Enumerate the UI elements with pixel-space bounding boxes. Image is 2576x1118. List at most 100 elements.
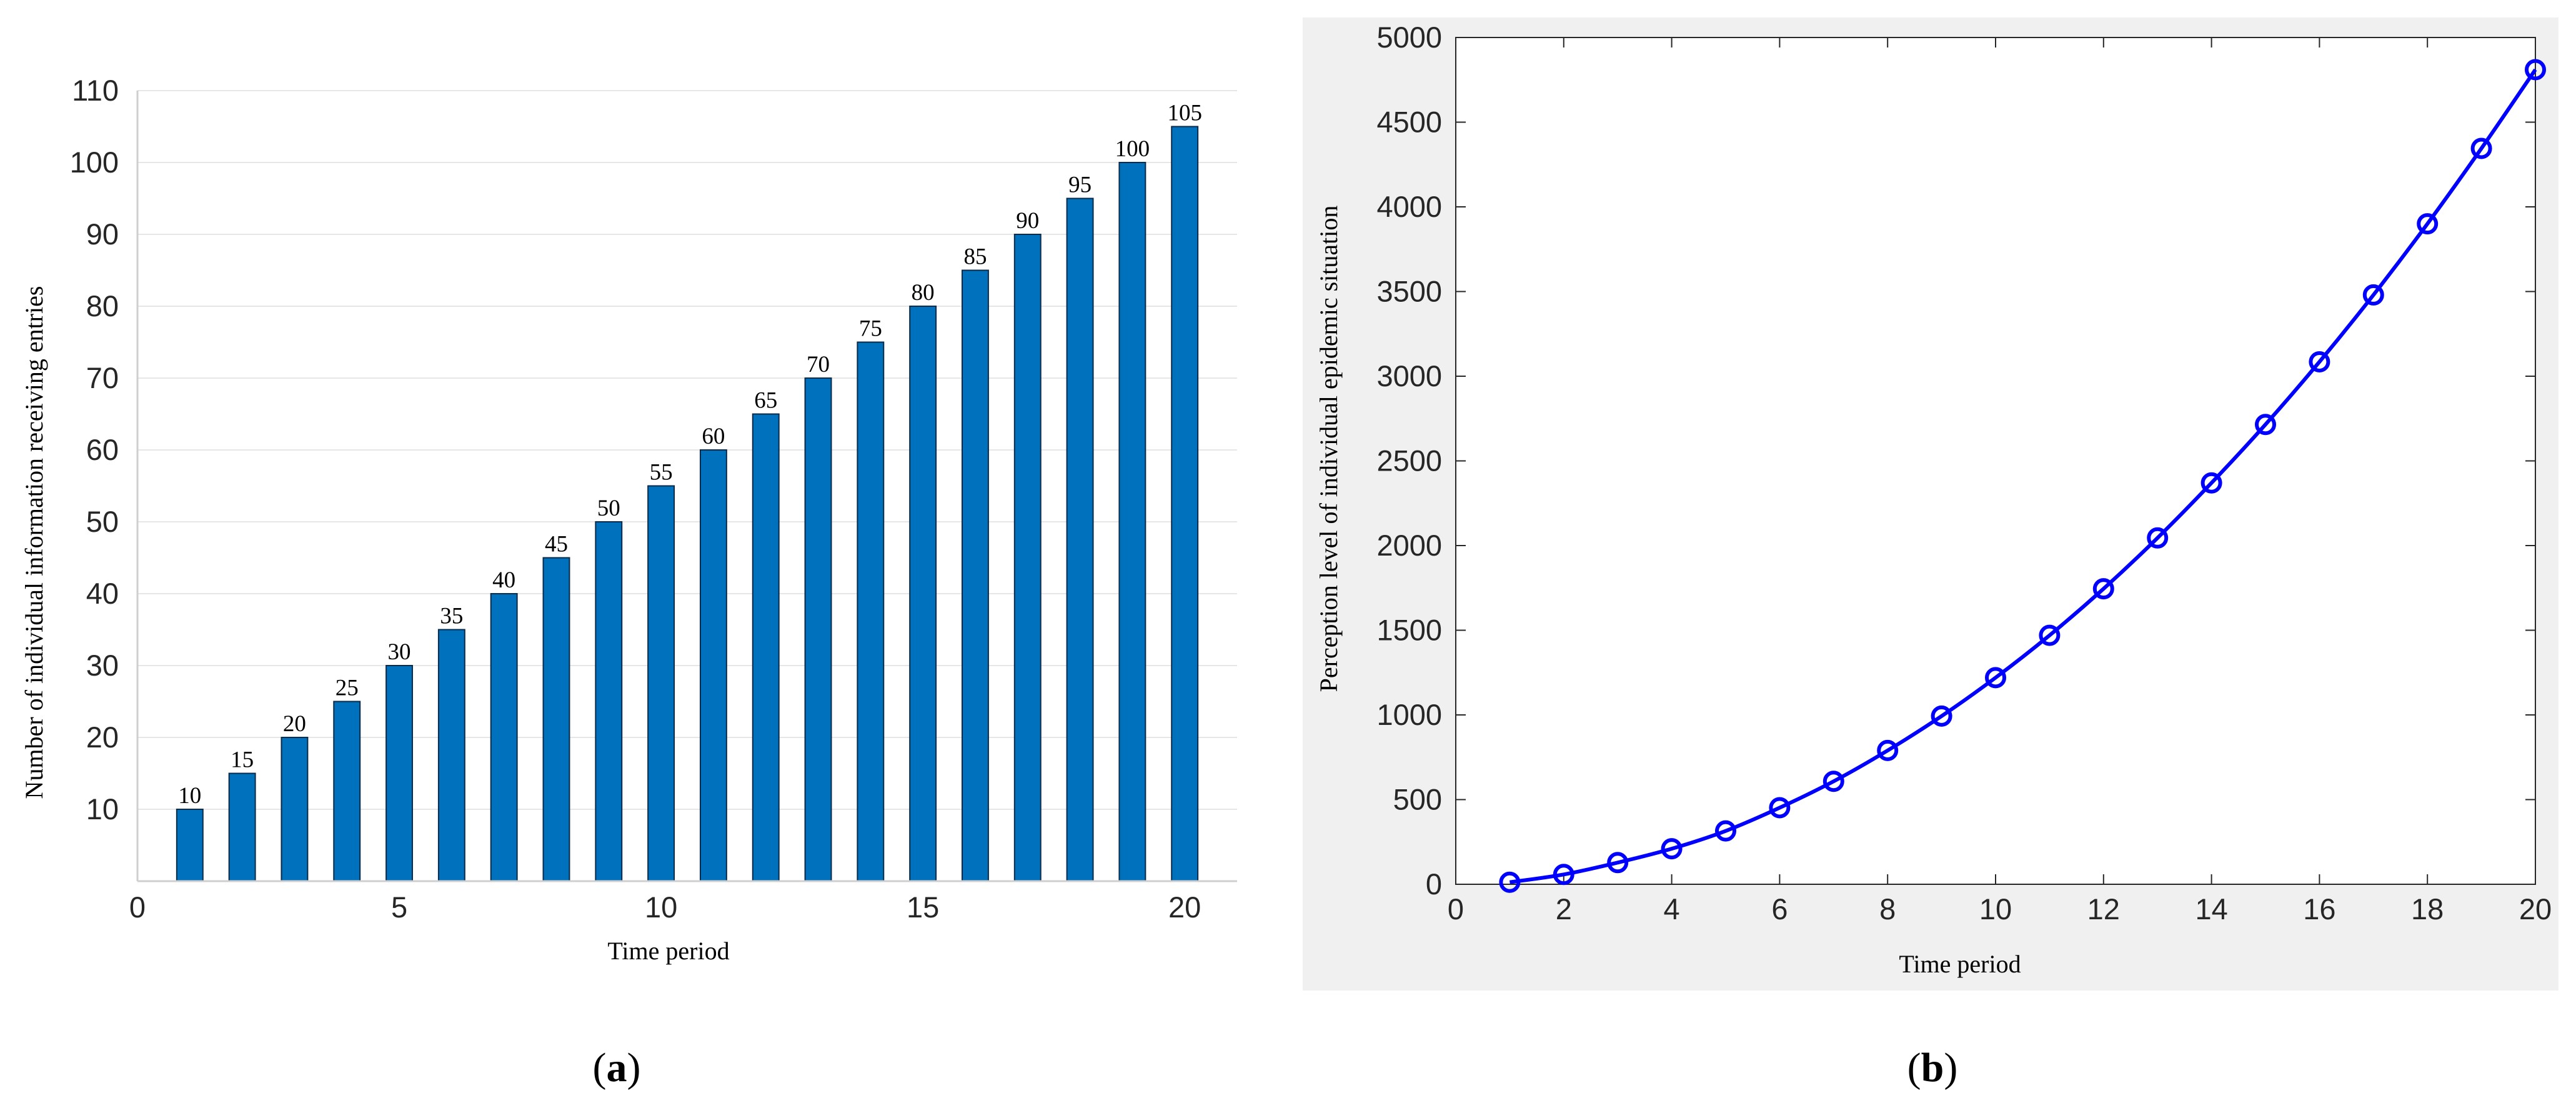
panel-a-bar-value-label-17: 90	[1016, 208, 1039, 234]
panel-a-x-tick-label-0: 0	[129, 891, 146, 924]
panel-b-marker-5	[1715, 820, 1736, 842]
panel-a-bar-2	[228, 772, 256, 882]
panel-b-marker-13	[2147, 527, 2169, 549]
panel-b-marker-19	[2470, 137, 2492, 159]
panel-a-bar-11	[699, 449, 727, 882]
panel-b-plot-area	[1455, 37, 2536, 885]
panel-a-x-tick-label-10: 10	[645, 891, 677, 924]
panel-a-y-tick-label-110: 110	[72, 74, 119, 107]
panel-a-bar-value-label-7: 40	[492, 567, 515, 593]
panel-a-bar-value-label-18: 95	[1068, 172, 1092, 198]
panel-b-x-tick-label-12: 12	[2087, 892, 2120, 926]
panel-b-x-axis-title: Time period	[1899, 950, 2021, 978]
panel-b-y-axis-title: Perception level of individual epidemic …	[1315, 206, 1343, 692]
panel-a-x-tick-label-5: 5	[391, 891, 407, 924]
panel-a-bar-8	[542, 557, 570, 882]
panel-b-x-tick-label-18: 18	[2411, 892, 2444, 926]
panel-b-y-tick-label-4000: 4000	[1376, 190, 1442, 223]
panel-a-bar-value-label-19: 100	[1115, 136, 1150, 162]
panel-b-y-tick-label-500: 500	[1393, 783, 1442, 816]
panel-b-x-tick-label-20: 20	[2519, 892, 2552, 926]
panel-b-y-tick-label-5000: 5000	[1376, 21, 1442, 54]
panel-a-bar-7	[490, 593, 518, 882]
panel-a-bar-19	[1118, 162, 1146, 882]
panel-b-marker-15	[2255, 414, 2276, 436]
panel-a-bar-4	[333, 701, 361, 882]
panel-a-bar-value-label-20: 105	[1167, 101, 1202, 126]
panel-b-marker-4	[1661, 838, 1683, 860]
panel-a-bar-18	[1066, 197, 1094, 882]
panel-a-y-tick-label-40: 40	[86, 577, 119, 610]
panel-b-y-tick-labels: 0 500 1000 1500 2000 2500 3000 3500 4000 4500 5000	[1376, 21, 1442, 901]
panel-b-label: (b)	[1907, 1045, 1958, 1091]
panel-a-bar-value-label-4: 25	[336, 676, 359, 701]
panel-a-y-tick-label-70: 70	[86, 361, 119, 394]
panel-b-marker-7	[1823, 771, 1844, 792]
panel-b-y-tick-label-1500: 1500	[1376, 614, 1442, 647]
panel-b-markers	[1499, 59, 2546, 893]
panel-a-y-tick-label-90: 90	[86, 217, 119, 251]
panel-a-bar-value-label-9: 50	[597, 496, 620, 521]
panel-a-y-tick-label-30: 30	[86, 649, 119, 682]
panel-a-bar-value-label-10: 55	[650, 460, 673, 486]
panel-b-marker-18	[2417, 213, 2439, 235]
panel-b-marker-3	[1607, 852, 1629, 874]
panel-a-bar-14	[857, 341, 885, 882]
panel-a-y-tick-label-60: 60	[86, 433, 119, 466]
panel-a-y-axis-title: Number of individual information receivi…	[20, 286, 48, 799]
panel-b-marker-16	[2309, 351, 2330, 372]
panel-a-bar-5	[385, 665, 413, 882]
panel-b-y-tick-marks	[1456, 37, 2535, 885]
panel-a-bar-20	[1171, 126, 1199, 882]
panel-b-marker-6	[1769, 797, 1791, 819]
panel-b-x-tick-label-4: 4	[1664, 892, 1680, 926]
panel-a-y-tick-label-10: 10	[86, 792, 119, 826]
panel-b-marker-17	[2362, 284, 2384, 306]
panel-a-bars	[176, 126, 1199, 882]
panel-b-marker-12	[2092, 578, 2114, 600]
panel-a-bar-value-label-5: 30	[388, 639, 411, 665]
panel-a-bar-3	[281, 737, 309, 882]
panel-b-x-tick-label-10: 10	[1979, 892, 2012, 926]
panel-a-x-tick-labels: 0 5 10 15 20	[129, 891, 1201, 924]
panel-b-x-tick-label-6: 6	[1771, 892, 1788, 926]
panel-b-y-tick-label-1000: 1000	[1376, 698, 1442, 731]
panel-a-bar-value-label-1: 10	[178, 783, 201, 809]
panel-b-y-tick-label-3500: 3500	[1376, 275, 1442, 308]
panel-a-bar-17	[1013, 234, 1042, 882]
panel-b-marker-10	[1985, 667, 2006, 689]
panel-a-bar-value-label-16: 85	[963, 244, 987, 270]
panel-a-label: (a)	[593, 1045, 641, 1091]
panel-a-y-tick-label-20: 20	[86, 721, 119, 754]
panel-a-x-tick-label-20: 20	[1168, 891, 1201, 924]
panel-b-x-tick-marks	[1455, 37, 2536, 884]
panel-b-y-tick-label-4500: 4500	[1376, 106, 1442, 139]
panel-b: 0 2 4 6 8 10 12 14 16 18 20 0 500 1000 1500 2000 2500 30…	[1303, 17, 2559, 1091]
panel-a-bar-value-label-11: 60	[702, 424, 725, 449]
panel-b-x-tick-label-14: 14	[2195, 892, 2227, 926]
panel-b-marker-20	[2525, 59, 2546, 81]
panel-b-y-tick-label-3000: 3000	[1376, 359, 1442, 392]
panel-a-bar-value-label-2: 15	[231, 747, 254, 773]
panel-b-marker-14	[2201, 472, 2222, 494]
panel-b-marker-8	[1877, 739, 1899, 761]
panel-a-x-tick-label-15: 15	[907, 891, 939, 924]
panel-a-y-tick-label-100: 100	[70, 146, 119, 179]
panel-a-bar-9	[595, 521, 623, 882]
panel-a-grid	[137, 90, 1237, 810]
panel-a-bar-value-label-12: 65	[754, 388, 777, 414]
panel-a-bar-16	[962, 269, 989, 882]
panel-a-y-tick-label-80: 80	[86, 289, 119, 322]
panel-a: 1015202530354045505560657075808590951001…	[20, 74, 1237, 1091]
panel-a-y-tick-labels: 10 20 30 40 50 60 70 80 90 100 110	[70, 74, 119, 826]
panel-b-series-line	[1509, 68, 2537, 884]
panel-b-marker-11	[2039, 624, 2061, 646]
panel-b-x-tick-label-8: 8	[1879, 892, 1896, 926]
panel-a-x-axis-title: Time period	[607, 937, 729, 965]
panel-a-bar-value-label-8: 45	[545, 532, 568, 557]
panel-a-bar-10	[647, 485, 675, 882]
panel-a-bar-12	[752, 413, 780, 882]
panel-a-bar-13	[804, 377, 832, 882]
panel-a-bar-1	[176, 809, 204, 882]
